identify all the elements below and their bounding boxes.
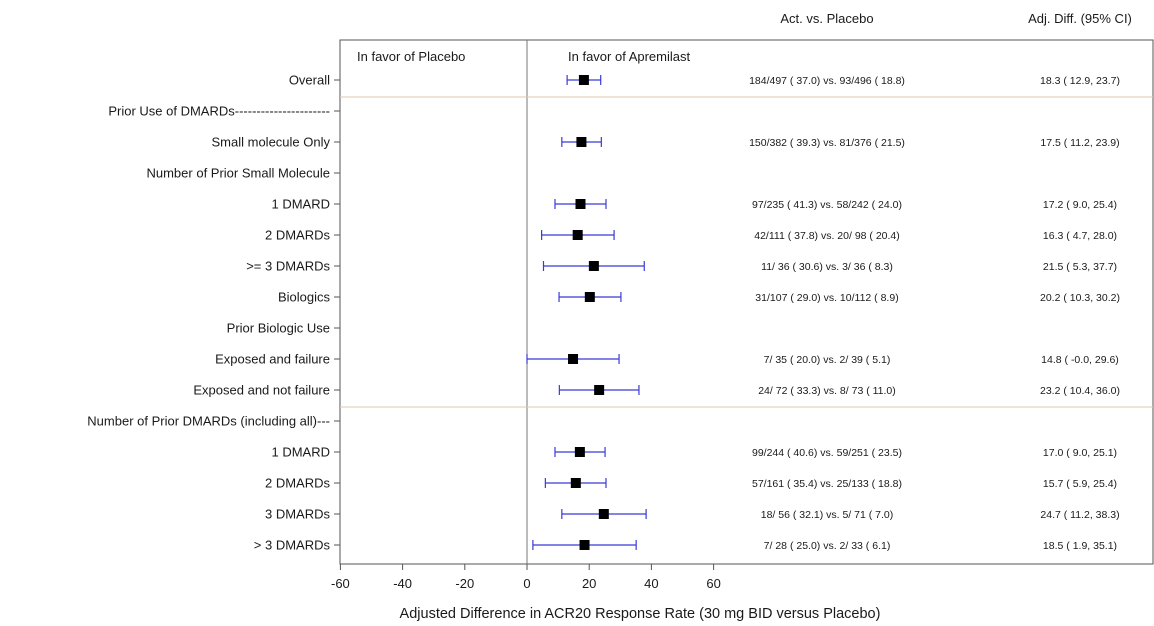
row-label: Number of Prior DMARDs (including all)--… — [87, 414, 330, 429]
x-axis: -60 -40 -20 0 20 40 60 — [331, 564, 721, 591]
estimate-marker — [574, 447, 585, 457]
estimate-marker — [572, 230, 583, 240]
treatment-cell: 7/ 28 ( 25.0) vs. 2/ 33 ( 6.1) — [764, 540, 891, 552]
difference-cell: 17.0 ( 9.0, 25.1) — [1043, 447, 1117, 459]
favor-apremilast-label: In favor of Apremilast — [568, 49, 690, 64]
row-label: Small molecule Only — [212, 135, 331, 150]
x-tick-label: 40 — [644, 576, 658, 591]
estimate-marker — [579, 540, 590, 550]
row-label: 3 DMARDs — [265, 507, 331, 522]
row-label: Prior Use of DMARDs---------------------… — [108, 104, 330, 119]
treatment-cell: 184/497 ( 37.0) vs. 93/496 ( 18.8) — [749, 75, 905, 87]
treatment-cell: 42/111 ( 37.8) vs. 20/ 98 ( 20.4) — [754, 230, 900, 242]
estimate-marker — [594, 385, 605, 395]
x-tick-label: -40 — [393, 576, 412, 591]
difference-cell: 21.5 ( 5.3, 37.7) — [1043, 261, 1117, 273]
difference-cell: 14.8 ( -0.0, 29.6) — [1041, 354, 1119, 366]
treatment-cell: 97/235 ( 41.3) vs. 58/242 ( 24.0) — [752, 199, 902, 211]
row-label: 2 DMARDs — [265, 228, 331, 243]
x-axis-title: Adjusted Difference in ACR20 Response Ra… — [400, 606, 881, 622]
x-tick-label: 20 — [582, 576, 596, 591]
treatment-cell: 150/382 ( 39.3) vs. 81/376 ( 21.5) — [749, 137, 905, 149]
row-label: Prior Biologic Use — [227, 321, 330, 336]
estimate-marker — [584, 292, 595, 302]
row-label: Number of Prior Small Molecule — [146, 166, 330, 181]
row-label: >= 3 DMARDs — [246, 259, 330, 274]
difference-cell: 17.2 ( 9.0, 25.4) — [1043, 199, 1117, 211]
row-label: > 3 DMARDs — [254, 538, 331, 553]
x-tick-label: -60 — [331, 576, 350, 591]
treatment-cell: 31/107 ( 29.0) vs. 10/112 ( 8.9) — [755, 292, 898, 304]
treatment-cell: 24/ 72 ( 33.3) vs. 8/ 73 ( 11.0) — [758, 385, 896, 397]
row-label: Overall — [289, 73, 330, 88]
x-tick-label: -20 — [455, 576, 474, 591]
treatment-cell: 57/161 ( 35.4) vs. 25/133 ( 18.8) — [752, 478, 902, 490]
treatment-cell: 18/ 56 ( 32.1) vs. 5/ 71 ( 7.0) — [761, 509, 894, 521]
difference-cell: 16.3 ( 4.7, 28.0) — [1043, 230, 1117, 242]
x-tick-label: 60 — [706, 576, 720, 591]
x-tick-label: 0 — [523, 576, 530, 591]
estimate-marker — [568, 354, 579, 364]
plot-frame — [339, 39, 1154, 565]
estimate-marker — [576, 137, 587, 147]
difference-cell: 20.2 ( 10.3, 30.2) — [1040, 292, 1120, 304]
difference-cell: 18.5 ( 1.9, 35.1) — [1043, 540, 1117, 552]
header-difference: Adj. Diff. (95% CI) — [1028, 11, 1132, 26]
header-treatment: Act. vs. Placebo — [780, 11, 873, 26]
estimate-marker — [575, 199, 586, 209]
difference-cell: 15.7 ( 5.9, 25.4) — [1043, 478, 1117, 490]
row-label: 1 DMARD — [271, 197, 330, 212]
difference-cell: 18.3 ( 12.9, 23.7) — [1040, 75, 1120, 87]
row-label: Exposed and failure — [215, 352, 330, 367]
favor-placebo-label: In favor of Placebo — [357, 49, 465, 64]
difference-cell: 23.2 ( 10.4, 36.0) — [1040, 385, 1120, 397]
row-label: 2 DMARDs — [265, 476, 331, 491]
row-label: Biologics — [278, 290, 331, 305]
row-label: 1 DMARD — [271, 445, 330, 460]
treatment-cell: 99/244 ( 40.6) vs. 59/251 ( 23.5) — [752, 447, 902, 459]
estimate-marker — [578, 75, 589, 85]
treatment-cell: 7/ 35 ( 20.0) vs. 2/ 39 ( 5.1) — [764, 354, 891, 366]
treatment-cell: 11/ 36 ( 30.6) vs. 3/ 36 ( 8.3) — [761, 261, 893, 273]
estimate-marker — [570, 478, 581, 488]
estimate-marker — [598, 509, 609, 519]
estimate-marker — [588, 261, 599, 271]
row-label: Exposed and not failure — [193, 383, 330, 398]
rows-layer: Overall 184/497 ( 37.0) vs. 93/496 ( 18.8… — [87, 40, 1153, 564]
difference-cell: 24.7 ( 11.2, 38.3) — [1040, 509, 1119, 521]
difference-cell: 17.5 ( 11.2, 23.9) — [1040, 137, 1119, 149]
